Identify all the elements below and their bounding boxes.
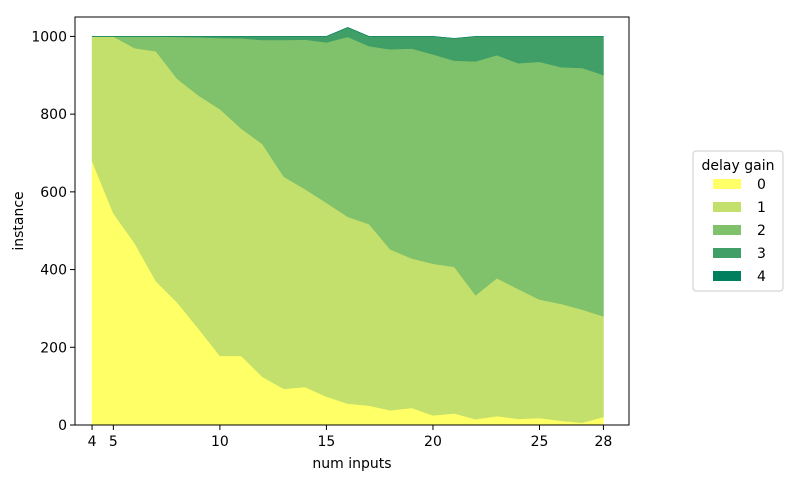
legend: delay gain 0 1 2 3 4: [692, 150, 784, 292]
x-axis-label: num inputs: [312, 456, 391, 472]
x-tick-label: 28: [595, 434, 613, 450]
y-tick-label: 0: [58, 418, 67, 434]
x-tick-label: 5: [109, 434, 118, 450]
legend-swatch-0: [713, 179, 741, 189]
y-tick-label: 400: [40, 263, 67, 279]
legend-swatch-2: [713, 225, 741, 235]
x-axis: 4 5 10 15 20 25 28: [88, 425, 613, 450]
area-layers: [91, 27, 604, 426]
y-axis: 0 200 400 600 800 1000: [31, 29, 75, 434]
legend-items: 0 1 2 3 4: [713, 177, 766, 285]
legend-swatch-1: [713, 202, 741, 212]
legend-label-3: 3: [757, 246, 766, 262]
x-tick-label: 10: [211, 434, 229, 450]
area-series-4: [92, 27, 604, 39]
legend-label-4: 4: [757, 269, 766, 285]
y-tick-label: 600: [40, 185, 67, 201]
legend-label-2: 2: [757, 223, 766, 239]
plot-frame: [74, 16, 630, 426]
legend-title: delay gain: [702, 158, 775, 174]
legend-swatch-4: [713, 271, 741, 281]
y-tick-label: 1000: [31, 29, 67, 45]
legend-swatch-3: [713, 248, 741, 258]
legend-label-1: 1: [757, 200, 766, 216]
x-tick-label: 4: [88, 434, 97, 450]
x-tick-label: 20: [424, 434, 442, 450]
x-tick-label: 15: [318, 434, 336, 450]
y-tick-label: 200: [40, 340, 67, 356]
x-tick-label: 25: [531, 434, 549, 450]
legend-label-0: 0: [757, 177, 766, 193]
y-tick-label: 800: [40, 107, 67, 123]
y-axis-label: instance: [11, 191, 27, 250]
